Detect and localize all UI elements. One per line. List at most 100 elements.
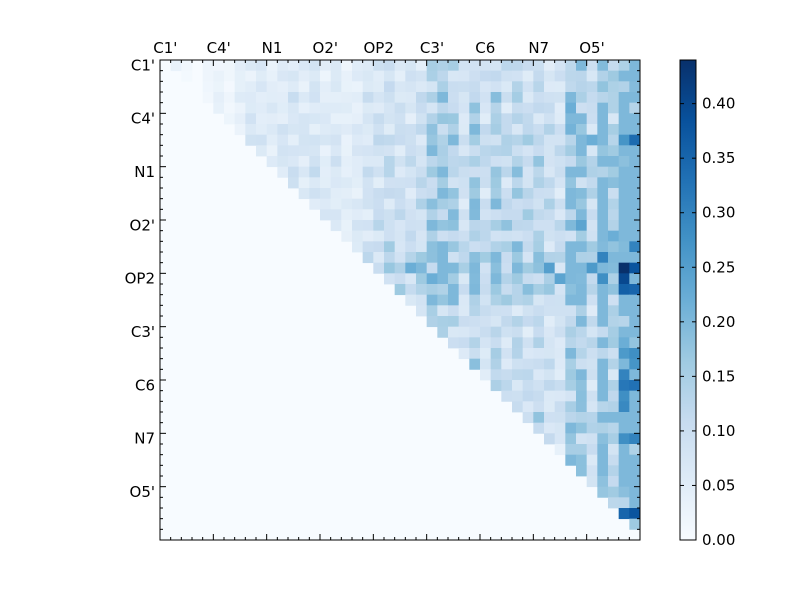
heatmap-cell <box>490 358 502 370</box>
heatmap-cell <box>266 81 278 93</box>
heatmap-cell <box>608 220 620 232</box>
heatmap-cell <box>256 92 268 104</box>
heatmap-cell <box>586 465 598 477</box>
heatmap-cell <box>533 369 545 381</box>
heatmap-cell <box>394 134 406 146</box>
heatmap-cell <box>533 273 545 285</box>
heatmap-cell <box>512 198 524 210</box>
heatmap-cell <box>501 220 513 232</box>
heatmap-cell <box>298 166 310 178</box>
heatmap-cell <box>586 401 598 413</box>
heatmap-cell <box>245 113 257 125</box>
heatmap-cell <box>448 284 460 296</box>
heatmap-cell <box>469 124 481 136</box>
heatmap-cell <box>437 60 449 72</box>
heatmap-cell <box>618 92 630 104</box>
heatmap-cell <box>586 348 598 360</box>
heatmap-cell <box>512 156 524 168</box>
heatmap-cell <box>394 60 406 72</box>
heatmap-cell <box>405 60 417 72</box>
heatmap-cell <box>405 273 417 285</box>
heatmap-cell <box>597 134 609 146</box>
heatmap-cell <box>522 209 534 221</box>
heatmap-cell <box>426 156 438 168</box>
heatmap-cell <box>629 81 641 93</box>
heatmap-cell <box>533 166 545 178</box>
heatmap-cell <box>469 262 481 274</box>
heatmap-cell <box>629 369 641 381</box>
heatmap-cell <box>394 166 406 178</box>
heatmap-cell <box>405 262 417 274</box>
heatmap-cell <box>341 134 353 146</box>
heatmap-cell <box>469 145 481 157</box>
heatmap-cell <box>544 294 556 306</box>
heatmap-cell <box>565 81 577 93</box>
colorbar-tick-label: 0.10 <box>702 422 735 440</box>
heatmap-cell <box>565 444 577 456</box>
heatmap-cell <box>576 134 588 146</box>
heatmap-cell <box>256 60 268 72</box>
heatmap-cell <box>405 70 417 82</box>
x-tick-label: C3' <box>420 39 444 57</box>
heatmap-cell <box>501 337 513 349</box>
heatmap-cell <box>490 166 502 178</box>
heatmap-cell <box>458 81 470 93</box>
heatmap-cell <box>277 124 289 136</box>
heatmap-cell <box>544 422 556 434</box>
heatmap-cell <box>608 230 620 242</box>
heatmap-cell <box>384 113 396 125</box>
heatmap-cell <box>469 348 481 360</box>
heatmap-cell <box>554 209 566 221</box>
heatmap-cell <box>533 390 545 402</box>
heatmap-cell <box>352 209 364 221</box>
y-tick-label: C1' <box>131 56 155 74</box>
heatmap-cell <box>501 70 513 82</box>
heatmap-cell <box>576 273 588 285</box>
heatmap-cell <box>320 134 332 146</box>
heatmap-cell <box>608 476 620 488</box>
colorbar-tick-label: 0.40 <box>702 95 735 113</box>
heatmap-cell <box>309 134 321 146</box>
heatmap-cell <box>501 230 513 242</box>
heatmap-cell <box>565 166 577 178</box>
heatmap-cell <box>533 81 545 93</box>
heatmap-cell <box>533 284 545 296</box>
heatmap-cell <box>352 188 364 200</box>
heatmap-cell <box>362 70 374 82</box>
heatmap-cell <box>405 198 417 210</box>
heatmap-cell <box>288 134 300 146</box>
heatmap-cell <box>256 145 268 157</box>
heatmap-cell <box>448 220 460 232</box>
heatmap-cell <box>426 177 438 189</box>
heatmap-cell <box>522 380 534 392</box>
heatmap-cell <box>629 230 641 242</box>
heatmap-cell <box>448 166 460 178</box>
heatmap-cell <box>608 401 620 413</box>
heatmap-cell <box>608 326 620 338</box>
heatmap-cells <box>160 60 641 540</box>
heatmap-cell <box>469 220 481 232</box>
heatmap-cell <box>565 145 577 157</box>
heatmap-cell <box>266 134 278 146</box>
heatmap-cell <box>405 145 417 157</box>
heatmap-cell <box>320 60 332 72</box>
heatmap-cell <box>597 262 609 274</box>
heatmap-cell <box>522 241 534 253</box>
heatmap-cell <box>458 337 470 349</box>
heatmap-cell <box>512 262 524 274</box>
heatmap-cell <box>416 102 428 114</box>
heatmap-cell <box>597 124 609 136</box>
heatmap-cell <box>469 102 481 114</box>
heatmap-cell <box>597 337 609 349</box>
heatmap-cell <box>586 476 598 488</box>
heatmap-cell <box>576 220 588 232</box>
heatmap-cell <box>522 412 534 424</box>
heatmap-cell <box>277 102 289 114</box>
heatmap-cell <box>618 134 630 146</box>
heatmap-cell <box>576 401 588 413</box>
heatmap-cell <box>576 316 588 328</box>
heatmap-cell <box>213 81 225 93</box>
heatmap-cell <box>362 102 374 114</box>
heatmap-cell <box>544 145 556 157</box>
heatmap-cell <box>480 113 492 125</box>
